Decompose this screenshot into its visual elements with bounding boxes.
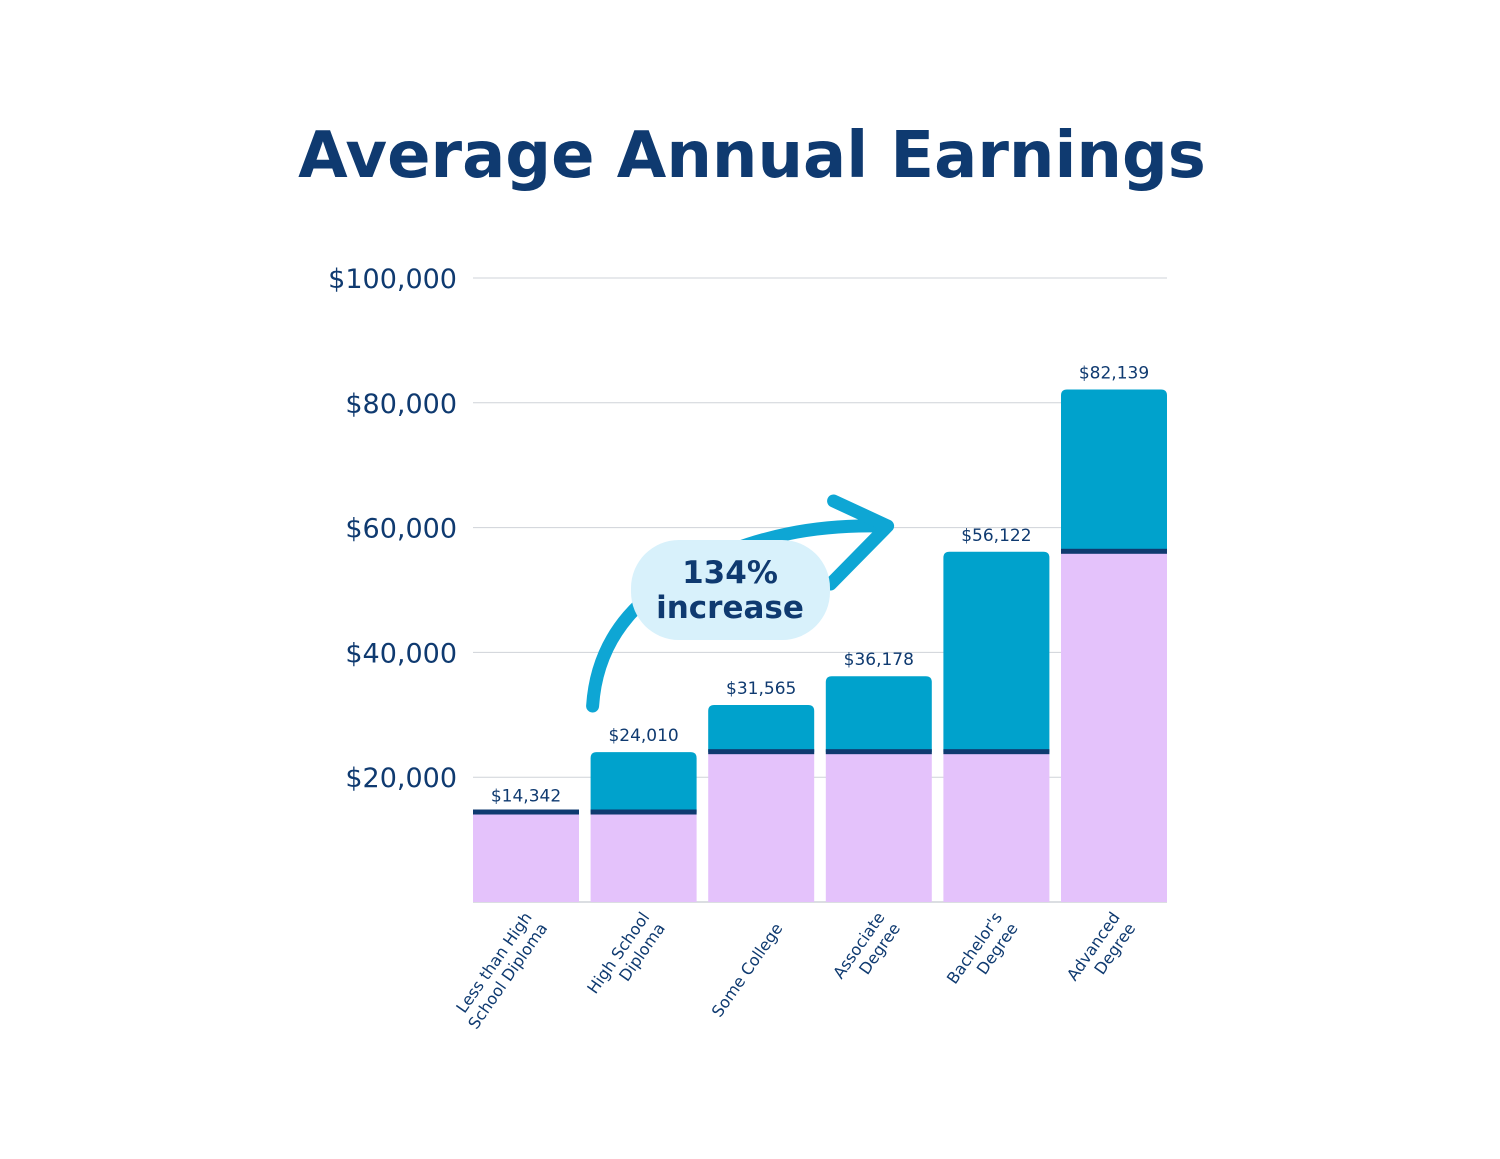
x-tick-label: Bachelor'sDegree xyxy=(943,908,1022,998)
baseline-marker xyxy=(590,809,697,815)
bar-value-label: $82,139 xyxy=(1079,363,1149,383)
bar-value-label: $14,342 xyxy=(491,787,561,807)
bar-group: $14,342 xyxy=(473,787,579,902)
increase-callout-bubble xyxy=(631,540,830,640)
bar-top-segment xyxy=(590,752,697,813)
increase-callout-line: increase xyxy=(656,590,804,626)
x-tick-label-line: Some College xyxy=(708,919,787,1020)
x-tick-label: Some College xyxy=(708,919,787,1020)
increase-callout: 134% increase xyxy=(586,494,895,713)
bar-base-segment xyxy=(825,752,932,902)
bar-top-segment xyxy=(825,676,932,753)
bar-group: $31,565 xyxy=(708,679,815,902)
bar-value-label: $36,178 xyxy=(844,650,914,670)
baseline-marker xyxy=(1061,548,1167,554)
bar-base-segment xyxy=(473,812,579,902)
y-tick-label: $60,000 xyxy=(345,514,457,545)
bar-top-segment xyxy=(943,551,1050,753)
bar-value-label: $56,122 xyxy=(961,526,1031,546)
bar-base-segment xyxy=(1061,551,1167,902)
bar-group: $24,010 xyxy=(590,726,697,902)
bar-base-segment xyxy=(708,752,815,902)
x-tick-label: High SchoolDiploma xyxy=(583,908,669,1008)
bar-top-segment xyxy=(708,705,815,753)
bar-group: $56,122 xyxy=(943,526,1050,902)
bar-top-segment xyxy=(1061,389,1167,552)
increase-callout-text: 134% increase xyxy=(656,555,804,626)
baseline-marker xyxy=(943,749,1050,755)
baseline-marker xyxy=(473,809,579,815)
y-tick-label: $100,000 xyxy=(328,264,457,295)
y-tick-label: $20,000 xyxy=(345,763,457,794)
increase-callout-line: 134% xyxy=(682,555,778,591)
bar-base-segment xyxy=(943,752,1050,902)
bar-value-label: $31,565 xyxy=(726,679,796,699)
increase-arrow-head xyxy=(824,494,895,591)
baseline-marker xyxy=(825,749,932,755)
chart-title: Average Annual Earnings xyxy=(298,119,1206,193)
baseline-marker xyxy=(708,749,815,755)
bar-value-label: $24,010 xyxy=(608,726,678,746)
bar-group: $36,178 xyxy=(825,650,932,902)
bars: $14,342 $24,010 $31,565 $36,178 $56,122 $82,1… xyxy=(473,363,1167,902)
x-tick-label: Less than HighSchool Diploma xyxy=(449,908,552,1032)
y-tick-label: $40,000 xyxy=(345,638,457,669)
x-tick-label: AdvancedDegree xyxy=(1063,908,1139,995)
x-axis-ticks: Less than HighSchool Diploma High SchoolD… xyxy=(449,908,1139,1032)
y-tick-label: $80,000 xyxy=(345,389,457,420)
bar-group: $82,139 xyxy=(1061,363,1167,902)
y-axis-ticks: $20,000 $40,000 $60,000 $80,000 $100,000 xyxy=(328,264,457,794)
x-tick-label: AssociateDegree xyxy=(829,908,904,993)
bar-base-segment xyxy=(590,812,697,902)
